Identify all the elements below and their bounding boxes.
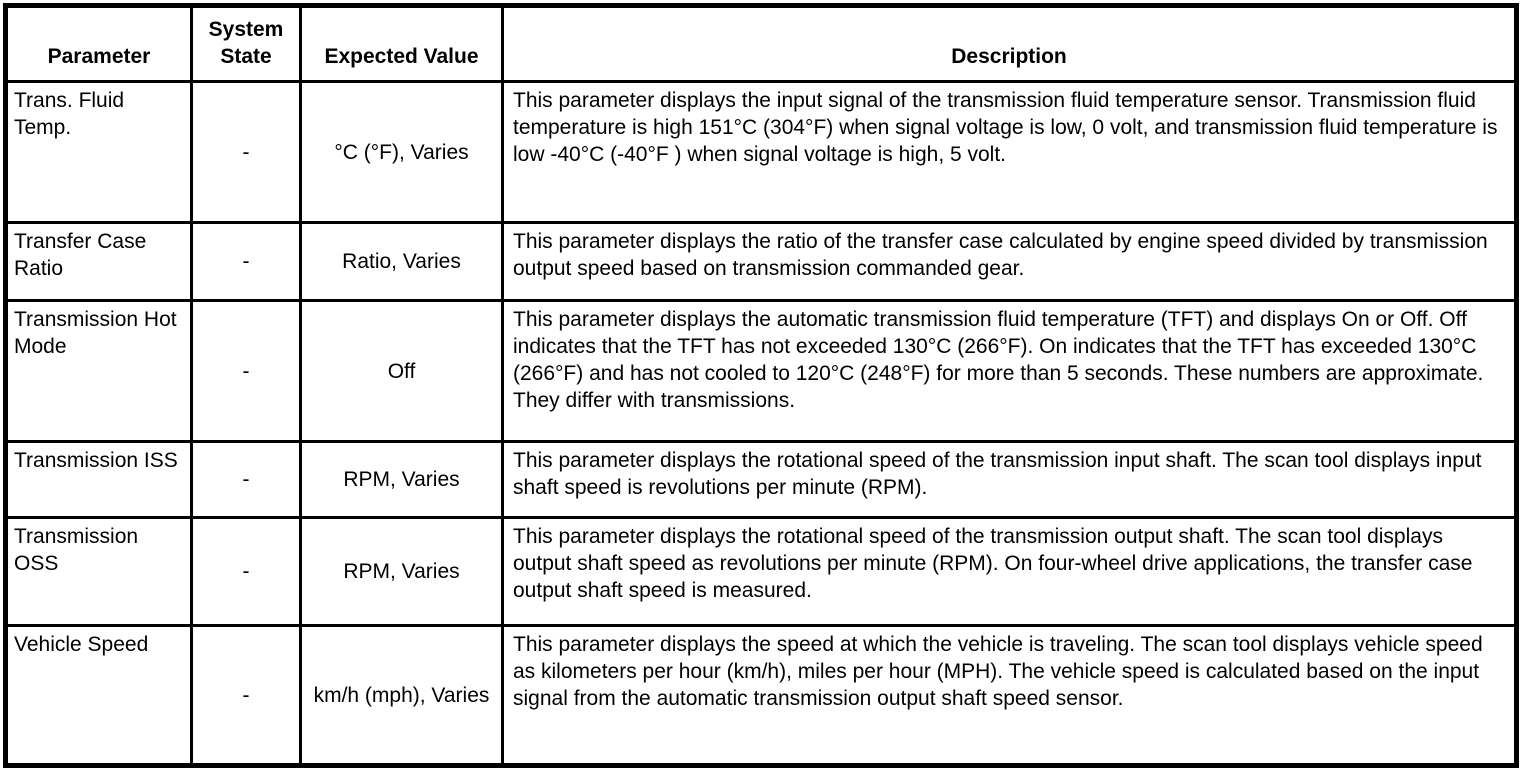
system-state-cell: -: [190, 624, 302, 767]
description-cell: This parameter displays the automatic tr…: [501, 299, 1518, 443]
expected-value-cell: Ratio, Varies: [299, 221, 504, 302]
document-page: Parameter System State Expected Value De…: [3, 3, 1519, 768]
system-state-cell: -: [190, 516, 302, 627]
col-header-description: Description: [501, 4, 1518, 83]
col-header-parameter: Parameter: [4, 4, 193, 83]
description-cell: This parameter displays the rotational s…: [501, 440, 1518, 519]
expected-value-cell: RPM, Varies: [299, 516, 504, 627]
table-row: Transmission Hot Mode - Off This paramet…: [4, 299, 1518, 443]
system-state-cell: -: [190, 221, 302, 302]
description-cell: This parameter displays the ratio of the…: [501, 221, 1518, 302]
parameter-cell: Transfer Case Ratio: [4, 221, 193, 302]
table-header-row: Parameter System State Expected Value De…: [4, 4, 1518, 83]
system-state-cell: -: [190, 80, 302, 224]
description-cell: This parameter displays the input signal…: [501, 80, 1518, 224]
parameter-cell: Transmission ISS: [4, 440, 193, 519]
system-state-cell: -: [190, 440, 302, 519]
expected-value-cell: RPM, Varies: [299, 440, 504, 519]
col-header-system-state: System State: [190, 4, 302, 83]
parameter-cell: Vehicle Speed: [4, 624, 193, 767]
parameter-cell: Transmission Hot Mode: [4, 299, 193, 443]
parameter-cell: Trans. Fluid Temp.: [4, 80, 193, 224]
parameter-cell: Transmission OSS: [4, 516, 193, 627]
table-row: Transmission OSS - RPM, Varies This para…: [4, 516, 1518, 627]
system-state-cell: -: [190, 299, 302, 443]
scan-tool-parameter-table: Parameter System State Expected Value De…: [3, 3, 1519, 768]
table-row: Transfer Case Ratio - Ratio, Varies This…: [4, 221, 1518, 302]
expected-value-cell: Off: [299, 299, 504, 443]
expected-value-cell: km/h (mph), Varies: [299, 624, 504, 767]
description-cell: This parameter displays the rotational s…: [501, 516, 1518, 627]
table-row: Trans. Fluid Temp. - °C (°F), Varies Thi…: [4, 80, 1518, 224]
col-header-expected-value: Expected Value: [299, 4, 504, 83]
table-row: Transmission ISS - RPM, Varies This para…: [4, 440, 1518, 519]
description-cell: This parameter displays the speed at whi…: [501, 624, 1518, 767]
table-row: Vehicle Speed - km/h (mph), Varies This …: [4, 624, 1518, 767]
expected-value-cell: °C (°F), Varies: [299, 80, 504, 224]
